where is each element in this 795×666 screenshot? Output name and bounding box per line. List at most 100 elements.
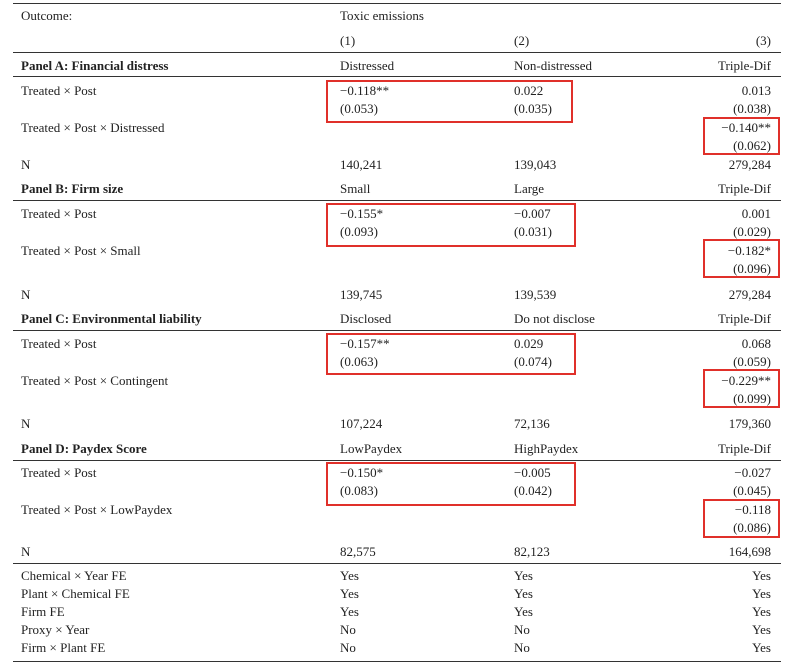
fe-cell: No (514, 640, 530, 655)
fe-cell: Yes (752, 568, 771, 583)
coef-cell: 0.001 (741, 206, 771, 221)
fe-label: Proxy × Year (21, 622, 90, 637)
fe-cell: Yes (514, 568, 533, 583)
fe-cell: No (340, 622, 356, 637)
se-cell: (0.035) (514, 101, 552, 116)
n-cell: 139,043 (514, 157, 557, 172)
se-cell: (0.086) (733, 520, 771, 535)
se-cell: (0.029) (733, 224, 771, 239)
coef-cell: −0.027 (734, 465, 771, 480)
coef-cell: −0.150* (340, 465, 384, 480)
panel-col-3: Triple-Dif (718, 181, 771, 196)
n-cell: 164,698 (728, 544, 771, 559)
coef-cell: 0.068 (741, 336, 771, 351)
coef-cell: −0.118** (340, 83, 390, 98)
panel-col-3: Triple-Dif (718, 311, 771, 326)
se-cell: (0.031) (514, 224, 552, 239)
fe-cell: Yes (340, 568, 359, 583)
panel-title: Panel D: Paydex Score (21, 441, 147, 456)
fe-label: Firm × Plant FE (21, 640, 106, 655)
fe-cell: Yes (340, 586, 359, 601)
se-cell: (0.083) (340, 483, 378, 498)
highlight-box (703, 239, 780, 278)
fe-label: Plant × Chemical FE (21, 586, 130, 601)
fe-label: Firm FE (21, 604, 65, 619)
panel-title: Panel A: Financial distress (21, 58, 169, 73)
row-label: Treated × Post (21, 336, 97, 351)
n-cell: 82,123 (514, 544, 550, 559)
fe-rule (13, 563, 781, 564)
coef-cell: −0.155* (340, 206, 384, 221)
panel-col-1: LowPaydex (340, 441, 403, 456)
highlight-box (326, 462, 576, 506)
panel-c-rule (13, 330, 781, 331)
se-cell: (0.099) (733, 391, 771, 406)
coef-cell: −0.007 (514, 206, 551, 221)
highlight-box (703, 117, 780, 155)
se-cell: (0.059) (733, 354, 771, 369)
fe-cell: Yes (514, 604, 533, 619)
row-label: Treated × Post (21, 83, 97, 98)
panel-col-2: Do not disclose (514, 311, 595, 326)
row-label: Treated × Post × LowPaydex (21, 502, 173, 517)
coef-cell: −0.229** (721, 373, 771, 388)
row-label: Treated × Post × Distressed (21, 120, 165, 135)
se-cell: (0.096) (733, 261, 771, 276)
top-rule (13, 3, 781, 4)
fe-cell: Yes (752, 604, 771, 619)
n-cell: 107,224 (340, 416, 383, 431)
coef-cell: −0.118 (734, 502, 771, 517)
se-cell: (0.045) (733, 483, 771, 498)
se-cell: (0.062) (733, 138, 771, 153)
fe-cell: Yes (752, 640, 771, 655)
row-label: Treated × Post × Small (21, 243, 141, 258)
se-cell: (0.063) (340, 354, 378, 369)
coef-cell: −0.140** (721, 120, 771, 135)
se-cell: (0.074) (514, 354, 552, 369)
n-label: N (21, 287, 31, 302)
coef-cell: −0.182* (727, 243, 771, 258)
panel-a-rule (13, 76, 781, 77)
row-label: Treated × Post (21, 465, 97, 480)
highlight-box (326, 333, 576, 375)
panel-d-rule (13, 460, 781, 461)
se-cell: (0.053) (340, 101, 378, 116)
panel-col-3: Triple-Dif (718, 441, 771, 456)
panel-title: Panel C: Environmental liability (21, 311, 202, 326)
header-rule (13, 52, 781, 53)
fe-label: Chemical × Year FE (21, 568, 127, 583)
highlight-box (703, 499, 780, 538)
coef-cell: 0.029 (514, 336, 544, 351)
panel-col-1: Small (340, 181, 371, 196)
col-num-1: (1) (340, 33, 356, 48)
fe-cell: Yes (752, 586, 771, 601)
row-label: Treated × Post × Contingent (21, 373, 169, 388)
highlight-box (703, 369, 780, 408)
panel-col-2: Non-distressed (514, 58, 592, 73)
n-cell: 82,575 (340, 544, 376, 559)
outcome-value: Toxic emissions (340, 8, 424, 23)
panel-b-rule (13, 200, 781, 201)
highlight-box (326, 203, 576, 247)
panel-col-1: Disclosed (340, 311, 392, 326)
n-label: N (21, 416, 31, 431)
n-cell: 279,284 (728, 287, 771, 302)
row-label: Treated × Post (21, 206, 97, 221)
se-cell: (0.038) (733, 101, 771, 116)
n-label: N (21, 544, 31, 559)
n-cell: 179,360 (728, 416, 771, 431)
panel-title: Panel B: Firm size (21, 181, 124, 196)
coef-cell: −0.005 (514, 465, 551, 480)
n-label: N (21, 157, 31, 172)
panel-col-1: Distressed (340, 58, 395, 73)
n-cell: 140,241 (340, 157, 383, 172)
n-cell: 72,136 (514, 416, 550, 431)
panel-col-2: HighPaydex (514, 441, 579, 456)
n-cell: 139,745 (340, 287, 383, 302)
fe-cell: Yes (752, 622, 771, 637)
coef-cell: 0.022 (514, 83, 544, 98)
fe-cell: Yes (514, 586, 533, 601)
col-num-2: (2) (514, 33, 530, 48)
n-cell: 139,539 (514, 287, 557, 302)
highlight-box (326, 80, 573, 123)
